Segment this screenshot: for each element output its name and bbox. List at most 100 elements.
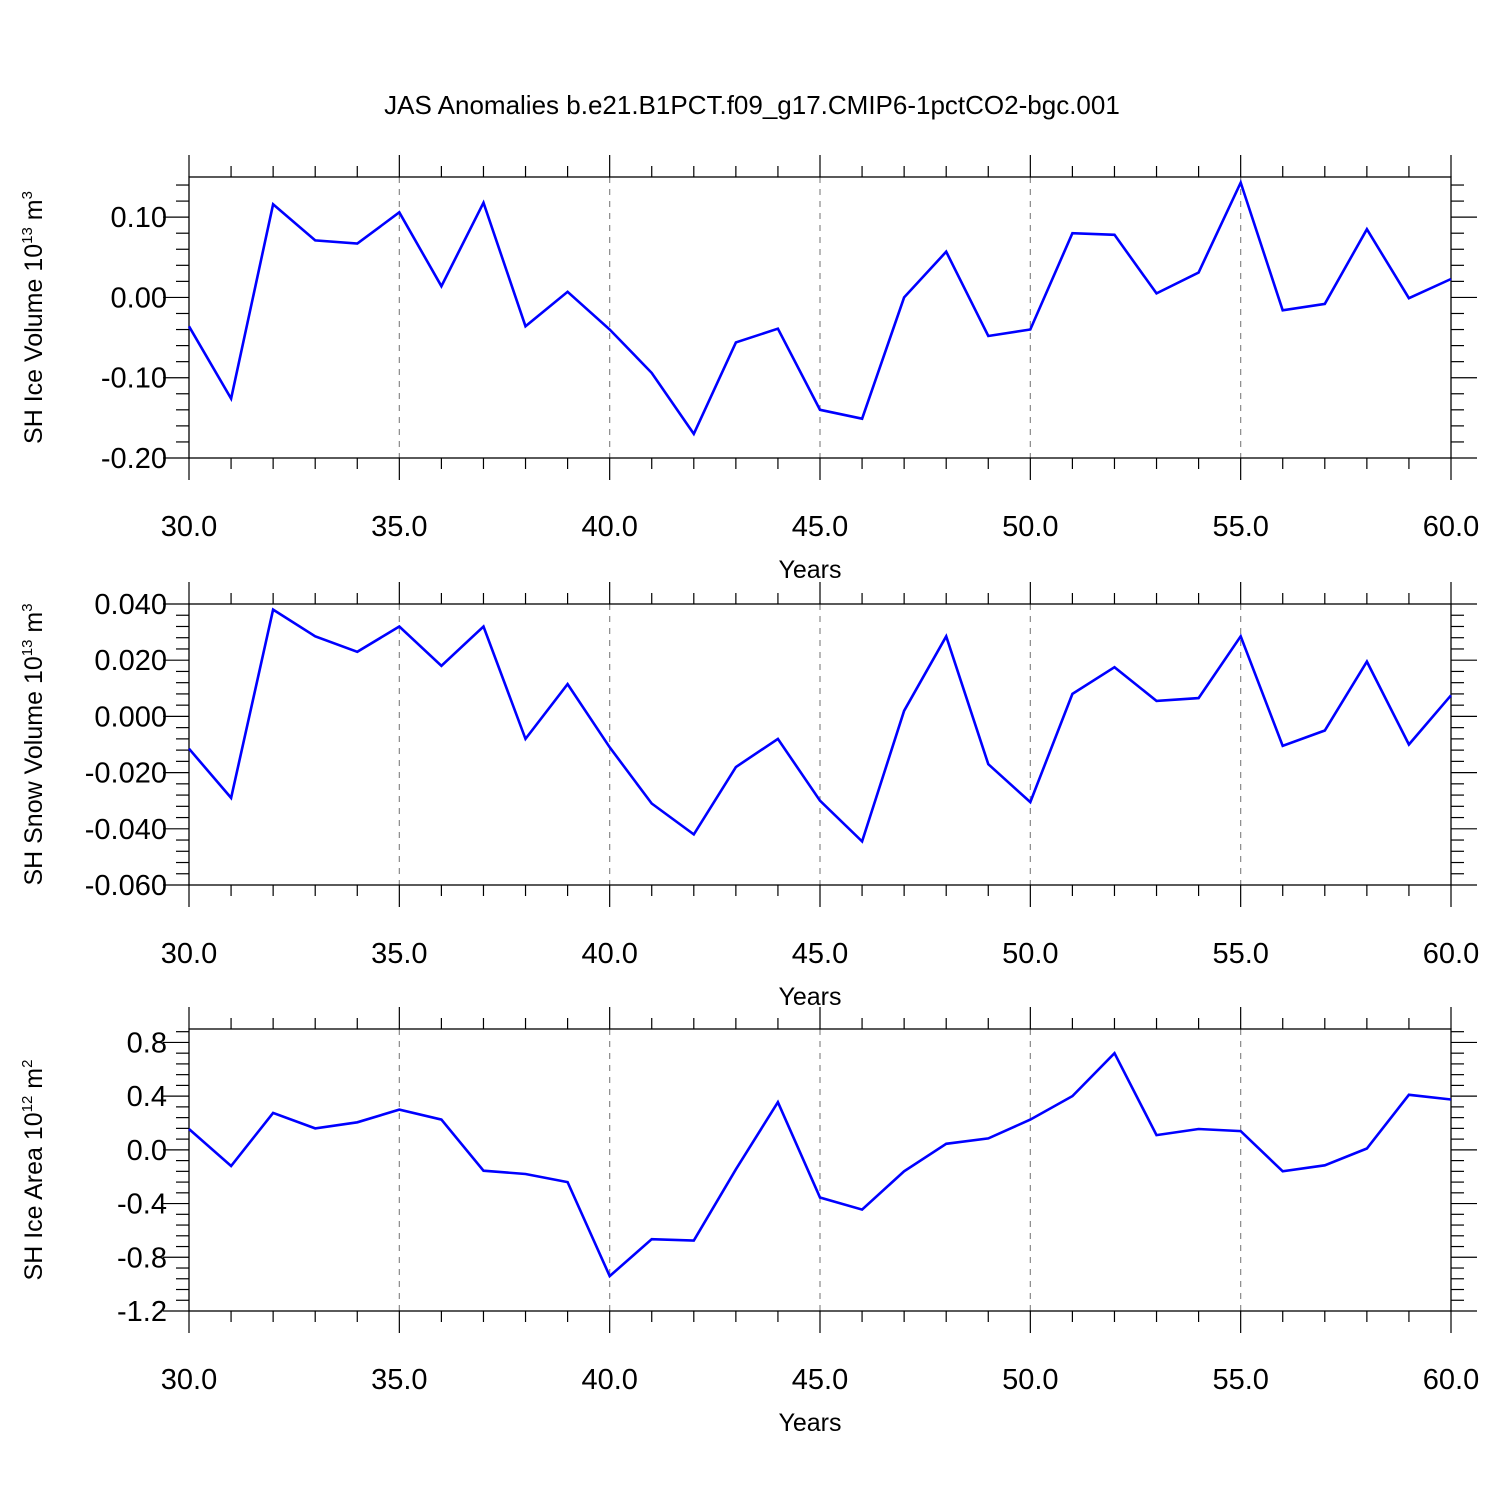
data-point <box>651 803 652 804</box>
data-point <box>777 1102 778 1103</box>
data-point <box>1408 1094 1409 1095</box>
data-point <box>525 738 526 739</box>
data-point <box>399 626 400 627</box>
x-tick-label: 40.0 <box>581 938 637 970</box>
data-point <box>988 764 989 765</box>
y-tick-label: 0.020 <box>94 645 167 677</box>
data-point <box>1198 1129 1199 1130</box>
x-tick-label: 55.0 <box>1212 1364 1268 1396</box>
x-tick-label: 60.0 <box>1423 511 1479 543</box>
data-point <box>693 1240 694 1241</box>
y-tick-label: -0.060 <box>85 870 167 902</box>
data-point <box>1114 667 1115 668</box>
data-point <box>1156 293 1157 294</box>
data-point <box>1030 1119 1031 1120</box>
data-point <box>904 1171 905 1172</box>
x-tick-label: 50.0 <box>1002 938 1058 970</box>
data-point <box>1240 182 1241 183</box>
data-point <box>1198 272 1199 273</box>
y-tick-label: 0.0 <box>127 1135 167 1167</box>
data-point <box>1324 1165 1325 1166</box>
data-point <box>525 326 526 327</box>
data-point <box>1282 745 1283 746</box>
data-point <box>357 651 358 652</box>
data-point <box>1324 730 1325 731</box>
series-line <box>188 1051 1452 1279</box>
chart-panel-1: -0.20 -0.10 0.00 0.10 30.0 35.0 40.0 45.0 50.0 55… <box>19 155 1479 584</box>
x-tick-label: 40.0 <box>581 511 637 543</box>
data-point <box>567 684 568 685</box>
data-point <box>189 748 190 749</box>
data-point <box>1030 802 1031 803</box>
data-point <box>862 418 863 419</box>
x-tick-label: 45.0 <box>792 938 848 970</box>
x-tick-label: 35.0 <box>371 1364 427 1396</box>
data-point <box>273 609 274 610</box>
data-point <box>946 1143 947 1144</box>
data-point <box>231 1165 232 1166</box>
x-tick-label: 35.0 <box>371 938 427 970</box>
x-tick-label: 50.0 <box>1002 1364 1058 1396</box>
data-point <box>315 240 316 241</box>
data-point <box>1072 693 1073 694</box>
data-point <box>1198 698 1199 699</box>
data-point <box>1156 700 1157 701</box>
y-tick-label: 0.8 <box>127 1027 167 1059</box>
data-point <box>1366 229 1367 230</box>
x-axis-label: Years <box>778 983 841 1011</box>
x-tick-label: 55.0 <box>1212 938 1268 970</box>
y-tick-label: 0.10 <box>111 202 167 234</box>
data-point <box>1451 1099 1452 1100</box>
data-point <box>189 1129 190 1130</box>
y-axis-label: SH Ice Volume 1013 m3 <box>19 191 48 444</box>
data-point <box>1030 329 1031 330</box>
data-point <box>609 329 610 330</box>
plot-frame <box>188 1028 1452 1312</box>
data-point <box>1240 1131 1241 1132</box>
data-point <box>567 1182 568 1183</box>
data-point <box>567 291 568 292</box>
y-tick-label: 0.040 <box>94 589 167 621</box>
data-point <box>357 243 358 244</box>
data-point <box>1408 744 1409 745</box>
data-point <box>735 342 736 343</box>
data-point <box>904 297 905 298</box>
data-point <box>862 841 863 842</box>
y-tick-label: -0.020 <box>85 758 167 790</box>
data-point <box>399 1109 400 1110</box>
data-point <box>820 1197 821 1198</box>
data-point <box>441 1119 442 1120</box>
x-tick-label: 45.0 <box>792 1364 848 1396</box>
data-point <box>946 251 947 252</box>
x-tick-label: 35.0 <box>371 511 427 543</box>
data-point <box>231 797 232 798</box>
data-point <box>1366 1148 1367 1149</box>
x-tick-label: 55.0 <box>1212 511 1268 543</box>
data-point <box>988 1138 989 1139</box>
x-tick-label: 30.0 <box>161 511 217 543</box>
data-point <box>441 286 442 287</box>
data-point <box>315 1128 316 1129</box>
data-point <box>820 800 821 801</box>
x-axis-label: Years <box>778 1409 841 1437</box>
data-point <box>651 372 652 373</box>
data-point <box>399 212 400 213</box>
chart-panel-2: -0.060 -0.040 -0.020 0.000 0.020 0.040 30.0 35.… <box>19 582 1479 1011</box>
data-point <box>357 1122 358 1123</box>
data-point <box>189 326 190 327</box>
y-tick-label: -1.2 <box>117 1296 167 1328</box>
data-point <box>1282 310 1283 311</box>
data-point <box>693 834 694 835</box>
x-tick-label: 60.0 <box>1423 938 1479 970</box>
y-tick-label: -0.040 <box>85 814 167 846</box>
data-point <box>1451 695 1452 696</box>
data-point <box>735 766 736 767</box>
data-point <box>273 204 274 205</box>
data-point <box>777 328 778 329</box>
data-point <box>777 738 778 739</box>
data-point <box>1114 234 1115 235</box>
data-point <box>1408 298 1409 299</box>
data-point <box>1451 278 1452 279</box>
x-tick-label: 50.0 <box>1002 511 1058 543</box>
